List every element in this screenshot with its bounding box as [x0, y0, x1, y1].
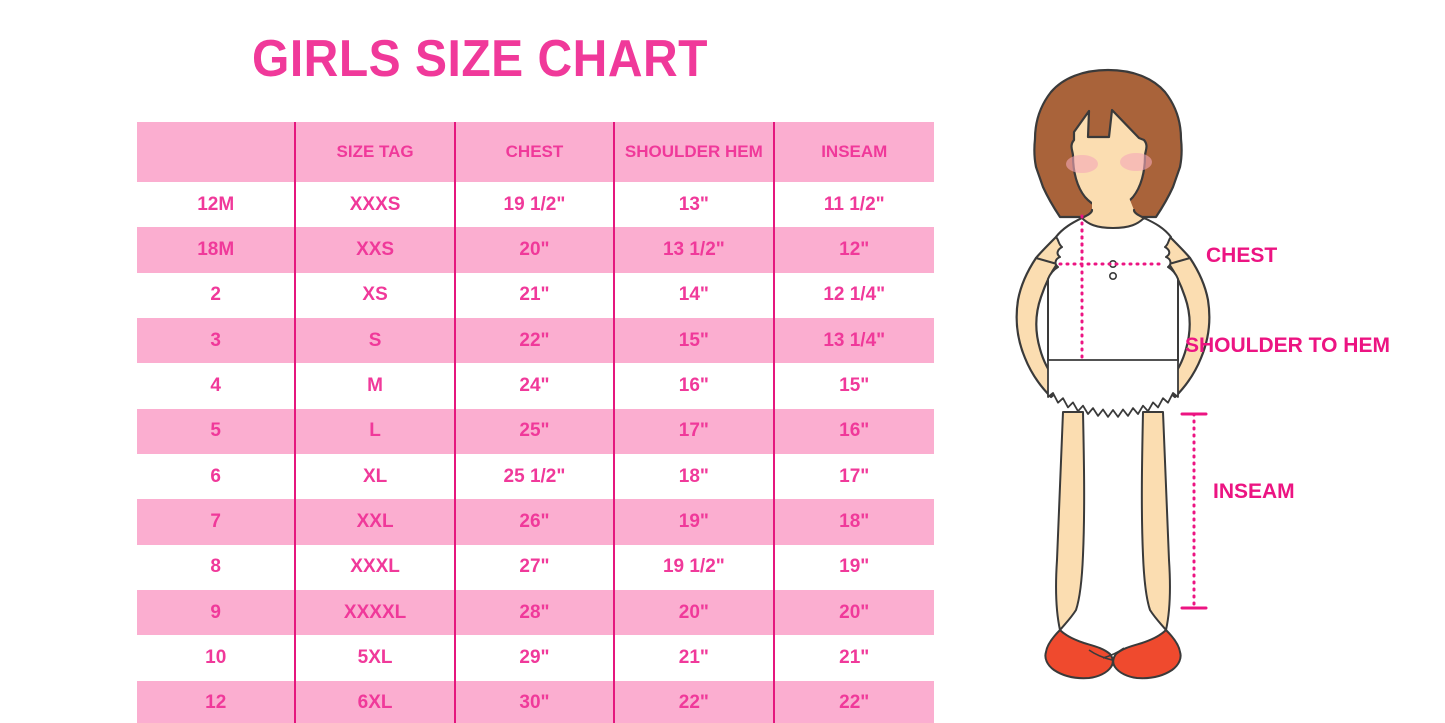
svg-text:CHEST: CHEST	[1206, 244, 1277, 267]
svg-text:INSEAM: INSEAM	[1213, 480, 1295, 503]
svg-text:SHOULDER TO HEM: SHOULDER TO HEM	[1185, 334, 1390, 357]
